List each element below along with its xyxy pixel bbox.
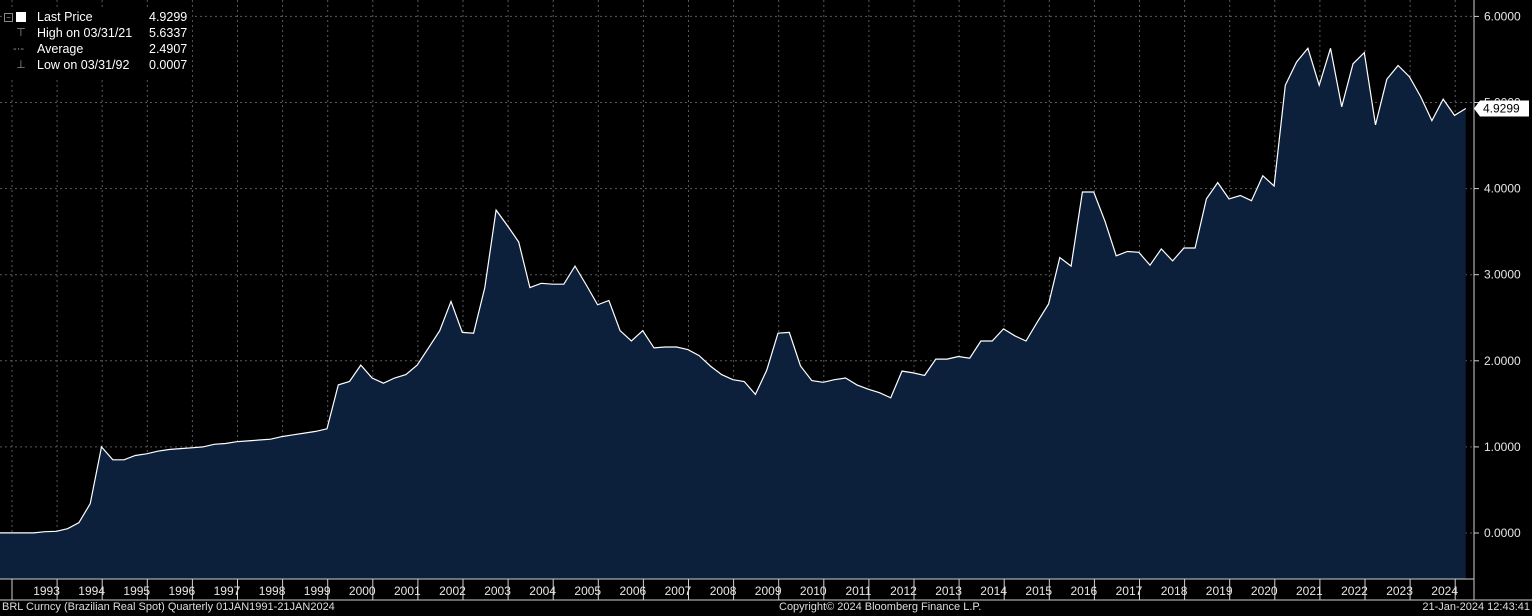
last-price-tag-bg xyxy=(1474,100,1529,117)
x-tick-label: 2012 xyxy=(890,584,917,598)
last-price-tag-label: 4.9299 xyxy=(1483,102,1520,116)
x-tick-label: 1996 xyxy=(168,584,195,598)
y-tick-label: 6.0000 xyxy=(1484,9,1521,23)
x-tick-label: 2004 xyxy=(529,584,556,598)
x-tick-label: 2014 xyxy=(980,584,1007,598)
y-tick-label: 0.0000 xyxy=(1484,526,1521,540)
legend-value: 5.6337 xyxy=(149,26,188,40)
x-tick-label: 2005 xyxy=(574,584,601,598)
x-tick-label: 2017 xyxy=(1116,584,1143,598)
x-tick-label: 2009 xyxy=(755,584,782,598)
x-tick-label: 1997 xyxy=(214,584,241,598)
price-line xyxy=(0,47,1467,534)
footer-security-info: BRL Curncy (Brazilian Real Spot) Quarter… xyxy=(2,601,335,613)
x-tick-label: 1995 xyxy=(123,584,150,598)
legend-label: Low on 03/31/92 xyxy=(37,58,130,72)
footer-timestamp: 21-Jan-2024 12:43:41 xyxy=(1422,601,1530,613)
x-tick-label: 2002 xyxy=(439,584,466,598)
high-marker-icon: ⊤ xyxy=(10,27,26,39)
y-tick-label: 2.0000 xyxy=(1484,354,1521,368)
x-tick-label: 2007 xyxy=(665,584,692,598)
legend-item-average: -·- Average 2.4907 xyxy=(4,41,192,57)
average-marker-icon: -·- xyxy=(10,43,25,55)
white-square-icon xyxy=(16,12,26,22)
y-tick-label: 1.0000 xyxy=(1484,440,1521,454)
legend-label: Last Price xyxy=(37,10,93,24)
x-tick-label: 2011 xyxy=(845,584,871,598)
x-tick-label: 1998 xyxy=(259,584,286,598)
y-axis: 0.00001.00002.00003.00004.00005.00006.00… xyxy=(1473,0,1521,600)
x-tick-label: 2024 xyxy=(1431,584,1458,598)
legend-item-high: ⊤ High on 03/31/21 5.6337 xyxy=(4,25,192,41)
y-tick-label: 3.0000 xyxy=(1484,268,1521,282)
x-tick-label: 2003 xyxy=(484,584,511,598)
legend-value: 0.0007 xyxy=(149,58,188,72)
x-tick-label: 2021 xyxy=(1296,584,1323,598)
x-tick-label: 2019 xyxy=(1206,584,1233,598)
footer-copyright: Copyright© 2024 Bloomberg Finance L.P. xyxy=(779,601,982,613)
legend-item-low: ⊥ Low on 03/31/92 0.0007 xyxy=(4,57,192,73)
legend-item-last-price: − Last Price 4.9299 xyxy=(4,9,192,25)
x-tick-label: 2006 xyxy=(619,584,646,598)
legend-value: 4.9299 xyxy=(149,10,188,24)
low-marker-icon: ⊥ xyxy=(10,59,26,71)
x-tick-label: 1993 xyxy=(33,584,60,598)
x-tick-label: 2023 xyxy=(1386,584,1413,598)
last-price-tag: 4.9299 xyxy=(1474,100,1529,117)
legend-label: High on 03/31/21 xyxy=(37,26,133,40)
price-area xyxy=(0,48,1466,580)
x-tick-label: 2015 xyxy=(1025,584,1052,598)
x-tick-label: 1999 xyxy=(304,584,331,598)
x-axis: 1993 1994 1995 1996 1997 1998 1999 2000 2001 2002… xyxy=(0,578,1532,601)
x-tick-label: 2016 xyxy=(1070,584,1097,598)
legend-value: 2.4907 xyxy=(149,42,188,56)
y-tick-label: 4.0000 xyxy=(1484,182,1521,196)
legend: − Last Price 4.9299 ⊤ High on 03/31/21 5… xyxy=(4,9,192,78)
x-tick-label: 2018 xyxy=(1161,584,1188,598)
x-tick-label: 2020 xyxy=(1251,584,1278,598)
legend-label: Average xyxy=(37,42,84,56)
x-tick-label: 2000 xyxy=(349,584,376,598)
x-tick-label: 1994 xyxy=(78,584,105,598)
x-tick-label: 2001 xyxy=(394,584,421,598)
x-tick-label: 2022 xyxy=(1341,584,1368,598)
x-tick-label: 2008 xyxy=(710,584,737,598)
collapse-icon[interactable]: − xyxy=(4,13,13,22)
x-tick-label: 2013 xyxy=(935,584,962,598)
x-tick-label: 2010 xyxy=(800,584,827,598)
